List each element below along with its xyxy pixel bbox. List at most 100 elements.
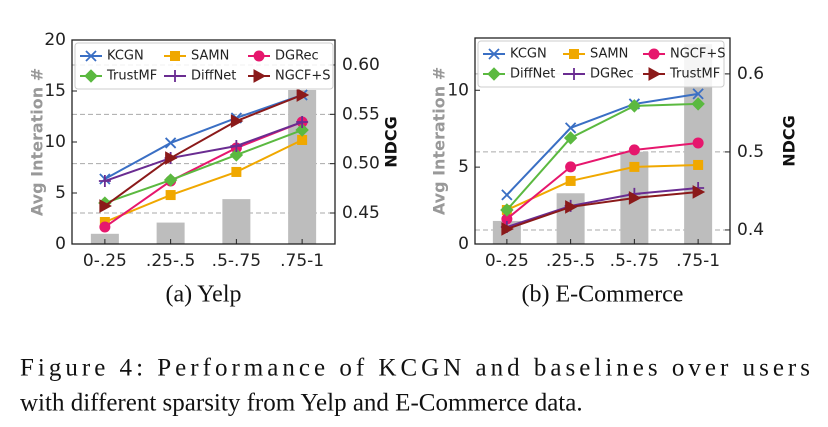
marker	[501, 222, 514, 236]
marker	[628, 144, 640, 156]
y-tick-label: 5	[458, 157, 469, 177]
y2-tick-label: 0.4	[737, 220, 764, 240]
marker	[692, 185, 706, 199]
legend-label: SAMN	[191, 49, 229, 64]
series-line	[506, 141, 699, 220]
marker	[169, 70, 181, 82]
marker	[253, 69, 267, 83]
marker	[230, 114, 244, 128]
bar	[156, 222, 185, 244]
marker	[99, 199, 112, 213]
plot-frame	[474, 37, 731, 245]
marker	[164, 137, 177, 149]
legend-box	[477, 40, 725, 88]
marker	[230, 139, 243, 152]
legend-label: KCGN	[510, 47, 547, 62]
chart: 0 5 10 15 20 0.45 0.50 0.55 0.60 0-.25 .25-.5 .5-.7…	[28, 30, 401, 308]
subtitle: (a) Yelp	[166, 282, 242, 308]
bar	[90, 233, 119, 244]
marker	[488, 48, 500, 60]
marker	[691, 97, 705, 111]
y-axis-label: Avg Interation #	[28, 68, 47, 216]
legend-label: TrustMF	[106, 69, 157, 84]
marker	[253, 50, 265, 62]
marker	[295, 123, 309, 137]
x-tick-label: .5-.75	[610, 251, 659, 271]
marker	[84, 69, 98, 83]
series-line	[104, 129, 303, 204]
marker	[627, 99, 642, 113]
legend-label: DiffNet	[191, 69, 236, 84]
marker	[231, 166, 242, 177]
marker	[98, 175, 111, 188]
marker	[501, 189, 513, 201]
marker	[170, 51, 180, 61]
series-line	[104, 94, 303, 207]
y-tick-label: 5	[55, 183, 66, 203]
marker	[165, 151, 178, 165]
y2-tick-label: 0.5	[737, 142, 764, 162]
x-tick-label: 0-.25	[485, 251, 529, 271]
y-tick-label: 10	[44, 132, 66, 152]
y2-axis-label: NDCG	[780, 115, 799, 167]
marker	[628, 191, 642, 205]
y-tick-label: 15	[44, 81, 66, 101]
marker	[629, 161, 640, 172]
x-tick-label: .25-.5	[146, 251, 195, 271]
y-tick-label: 20	[44, 30, 66, 50]
y2-tick-label: 0.45	[342, 203, 380, 223]
marker	[296, 116, 309, 129]
y-tick-label: 0	[458, 234, 469, 254]
bar	[222, 199, 251, 244]
caption-line: Figure 4: Performance of KCGN and baseli…	[20, 355, 810, 382]
y-axis-label: Avg Interation #	[430, 67, 449, 215]
marker	[565, 175, 576, 186]
bar	[288, 89, 317, 244]
marker	[648, 67, 662, 81]
legend-box	[74, 42, 334, 90]
marker	[500, 203, 514, 217]
y2-tick-label: 0.6	[737, 64, 764, 84]
marker	[692, 137, 704, 149]
x-tick-label: 0-.25	[83, 251, 127, 271]
x-tick-label: .25-.5	[546, 251, 595, 271]
y-tick-label: 10	[447, 80, 469, 100]
series-line	[104, 139, 303, 223]
marker	[564, 122, 577, 134]
legend-label: DGRec	[275, 49, 319, 64]
marker	[568, 68, 580, 80]
marker	[165, 190, 176, 201]
series-line	[506, 186, 699, 228]
y2-tick-label: 0.55	[342, 104, 380, 124]
series-line	[506, 102, 699, 211]
series-line	[506, 163, 699, 211]
marker	[501, 213, 513, 225]
series-line	[104, 121, 303, 182]
caption-line: with different sparsity from Yelp and E-…	[20, 390, 583, 417]
y-tick-label: 0	[55, 234, 66, 254]
marker	[229, 148, 244, 162]
legend-label: DGRec	[590, 67, 634, 82]
subtitle: (b) E-Commerce	[522, 282, 684, 308]
marker	[296, 88, 310, 102]
legend-label: SAMN	[590, 47, 628, 62]
marker	[569, 49, 579, 59]
marker	[648, 48, 660, 60]
x-tick-label: .75-1	[280, 251, 324, 271]
marker	[297, 134, 308, 145]
legend-label: TrustMF	[669, 67, 720, 82]
x-tick-label: .75-1	[676, 251, 720, 271]
x-tick-label: .5-.75	[212, 251, 261, 271]
marker	[693, 159, 704, 170]
legend-label: NGCF+S	[275, 69, 331, 84]
marker	[85, 50, 97, 62]
series-line	[506, 190, 699, 230]
y2-tick-label: 0.60	[342, 55, 380, 75]
y2-tick-label: 0.50	[342, 154, 380, 174]
legend-label: DiffNet	[510, 67, 555, 82]
y2-axis-label: NDCG	[382, 116, 401, 168]
marker	[565, 200, 578, 214]
legend-label: KCGN	[107, 49, 144, 64]
marker	[487, 67, 501, 81]
